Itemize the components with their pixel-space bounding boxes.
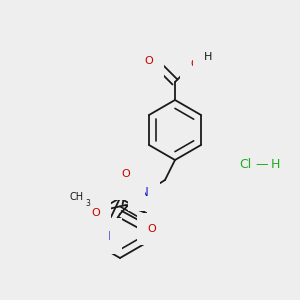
Text: H: H xyxy=(126,179,134,189)
Text: —: — xyxy=(256,158,268,172)
Text: O: O xyxy=(145,56,153,66)
Text: H: H xyxy=(204,52,212,62)
Text: O: O xyxy=(122,169,130,179)
Text: CH: CH xyxy=(70,192,84,202)
Text: H: H xyxy=(270,158,280,172)
Text: O: O xyxy=(190,59,200,69)
Text: O: O xyxy=(92,208,100,218)
Text: N: N xyxy=(140,187,148,200)
Text: N: N xyxy=(102,230,110,242)
Text: O: O xyxy=(148,224,156,234)
Text: 3: 3 xyxy=(85,200,90,208)
Text: H: H xyxy=(90,221,98,231)
Text: Cl: Cl xyxy=(239,158,251,172)
